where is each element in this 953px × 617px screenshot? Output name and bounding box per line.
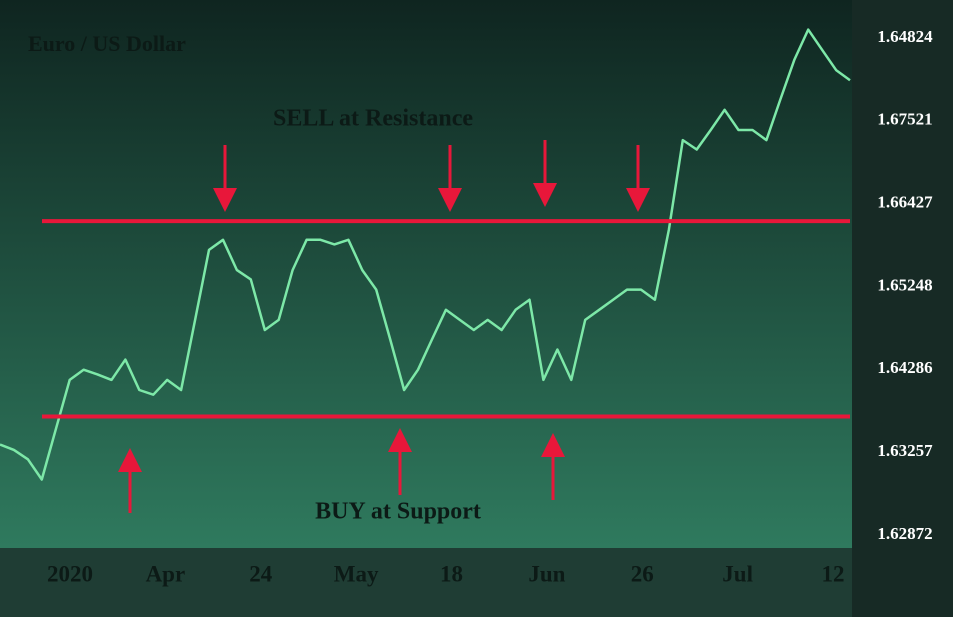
y-axis-panel: [852, 0, 953, 617]
x-axis-panel: [0, 548, 852, 617]
x-axis-label: May: [334, 561, 379, 586]
x-axis-label: 2020: [47, 561, 93, 586]
x-axis-label: 24: [249, 561, 273, 586]
x-axis-label: Jul: [722, 561, 753, 586]
price-line: [0, 28, 851, 481]
y-axis-label: 1.63257: [877, 441, 933, 460]
chart-title: Euro / US Dollar: [28, 31, 186, 56]
annotation: SELL at Resistance: [273, 106, 473, 132]
y-axis-label: 1.62872: [877, 524, 932, 543]
x-axis-label: Apr: [146, 561, 186, 586]
plot-area: [0, 0, 852, 548]
y-axis-label: 1.64824: [877, 27, 933, 46]
y-axis-label: 1.64286: [877, 358, 932, 377]
y-axis-label: 1.67521: [877, 110, 932, 129]
annotation: BUY at Support: [315, 499, 481, 525]
y-axis-label: 1.65248: [877, 275, 932, 294]
y-axis-label: 1.66427: [877, 193, 933, 212]
arrows: [118, 140, 650, 513]
x-axis-label: 26: [631, 561, 654, 586]
x-axis-label: 18: [440, 561, 463, 586]
x-axis-label: 12: [822, 561, 845, 586]
x-axis-label: Jun: [528, 561, 565, 586]
